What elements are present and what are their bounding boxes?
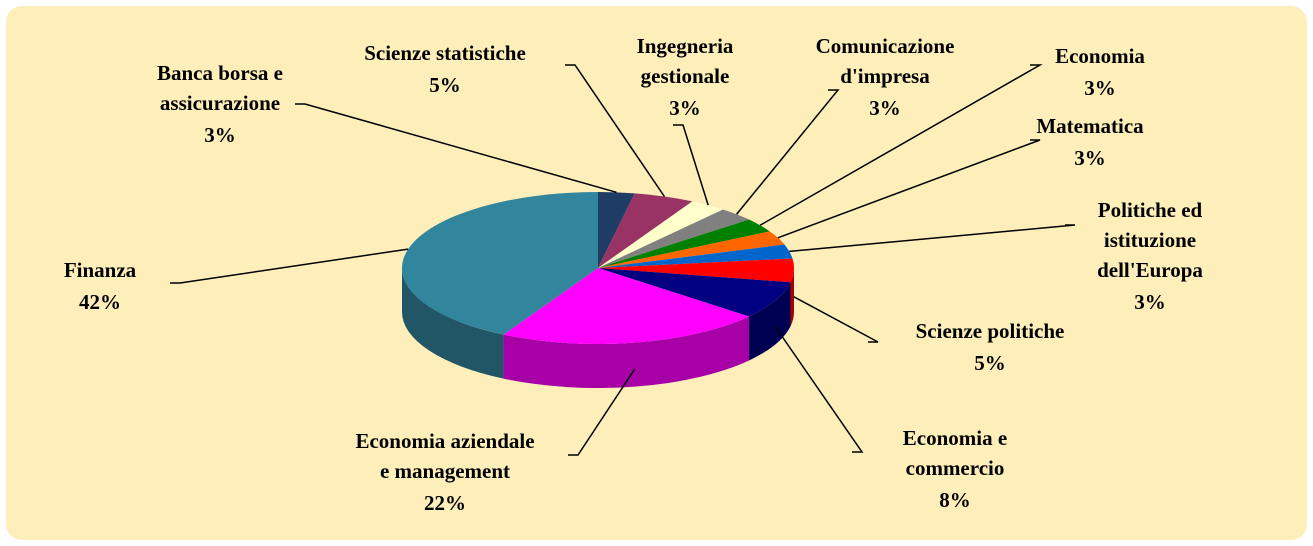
leader-line bbox=[170, 248, 409, 284]
leader-line bbox=[777, 139, 1041, 239]
value-label: 22% bbox=[424, 491, 466, 515]
value-label: 3% bbox=[869, 96, 901, 120]
slice-side bbox=[790, 268, 794, 327]
leader-line bbox=[789, 224, 1076, 253]
slice bbox=[503, 268, 750, 344]
slice bbox=[598, 201, 723, 268]
category-label: Finanza bbox=[64, 258, 137, 282]
leader-line bbox=[793, 296, 879, 343]
leader-line bbox=[736, 89, 840, 215]
leader-line bbox=[565, 64, 666, 197]
value-label: 3% bbox=[204, 123, 236, 147]
slice bbox=[598, 231, 785, 268]
slice bbox=[402, 192, 598, 335]
leader-line bbox=[774, 326, 864, 453]
leader-line bbox=[295, 103, 617, 194]
slice bbox=[598, 192, 635, 268]
category-label: Economia e commercio bbox=[903, 426, 1007, 480]
leader-line bbox=[673, 124, 709, 206]
category-label: Economia bbox=[1055, 44, 1145, 68]
slice-side bbox=[503, 316, 750, 388]
value-label: 3% bbox=[669, 96, 701, 120]
leader-line bbox=[759, 64, 1043, 226]
category-label: Scienze politiche bbox=[916, 319, 1065, 343]
category-label: Comunicazione d'impresa bbox=[816, 34, 955, 88]
slice bbox=[598, 193, 693, 268]
slice bbox=[598, 268, 791, 317]
slice bbox=[598, 219, 770, 268]
category-label: Ingegneria gestionale bbox=[637, 34, 734, 88]
value-label: 3% bbox=[1084, 76, 1116, 100]
value-label: 5% bbox=[974, 351, 1006, 375]
slice-side bbox=[402, 268, 504, 379]
value-label: 3% bbox=[1134, 290, 1166, 314]
slice-side bbox=[749, 282, 791, 361]
value-label: 3% bbox=[1074, 146, 1106, 170]
value-label: 5% bbox=[429, 73, 461, 97]
category-label: Matematica bbox=[1036, 114, 1144, 138]
category-label: Scienze statistiche bbox=[364, 41, 526, 65]
slice bbox=[598, 209, 750, 268]
value-label: 42% bbox=[79, 290, 121, 314]
category-label: Economia aziendale e management bbox=[355, 429, 534, 483]
slice bbox=[598, 244, 793, 268]
value-label: 8% bbox=[939, 488, 971, 512]
slice bbox=[598, 258, 794, 283]
leader-line bbox=[568, 368, 636, 456]
category-label: Politiche ed istituzione dell'Europa bbox=[1097, 198, 1203, 282]
category-label: Banca borsa e assicurazione bbox=[157, 61, 283, 115]
